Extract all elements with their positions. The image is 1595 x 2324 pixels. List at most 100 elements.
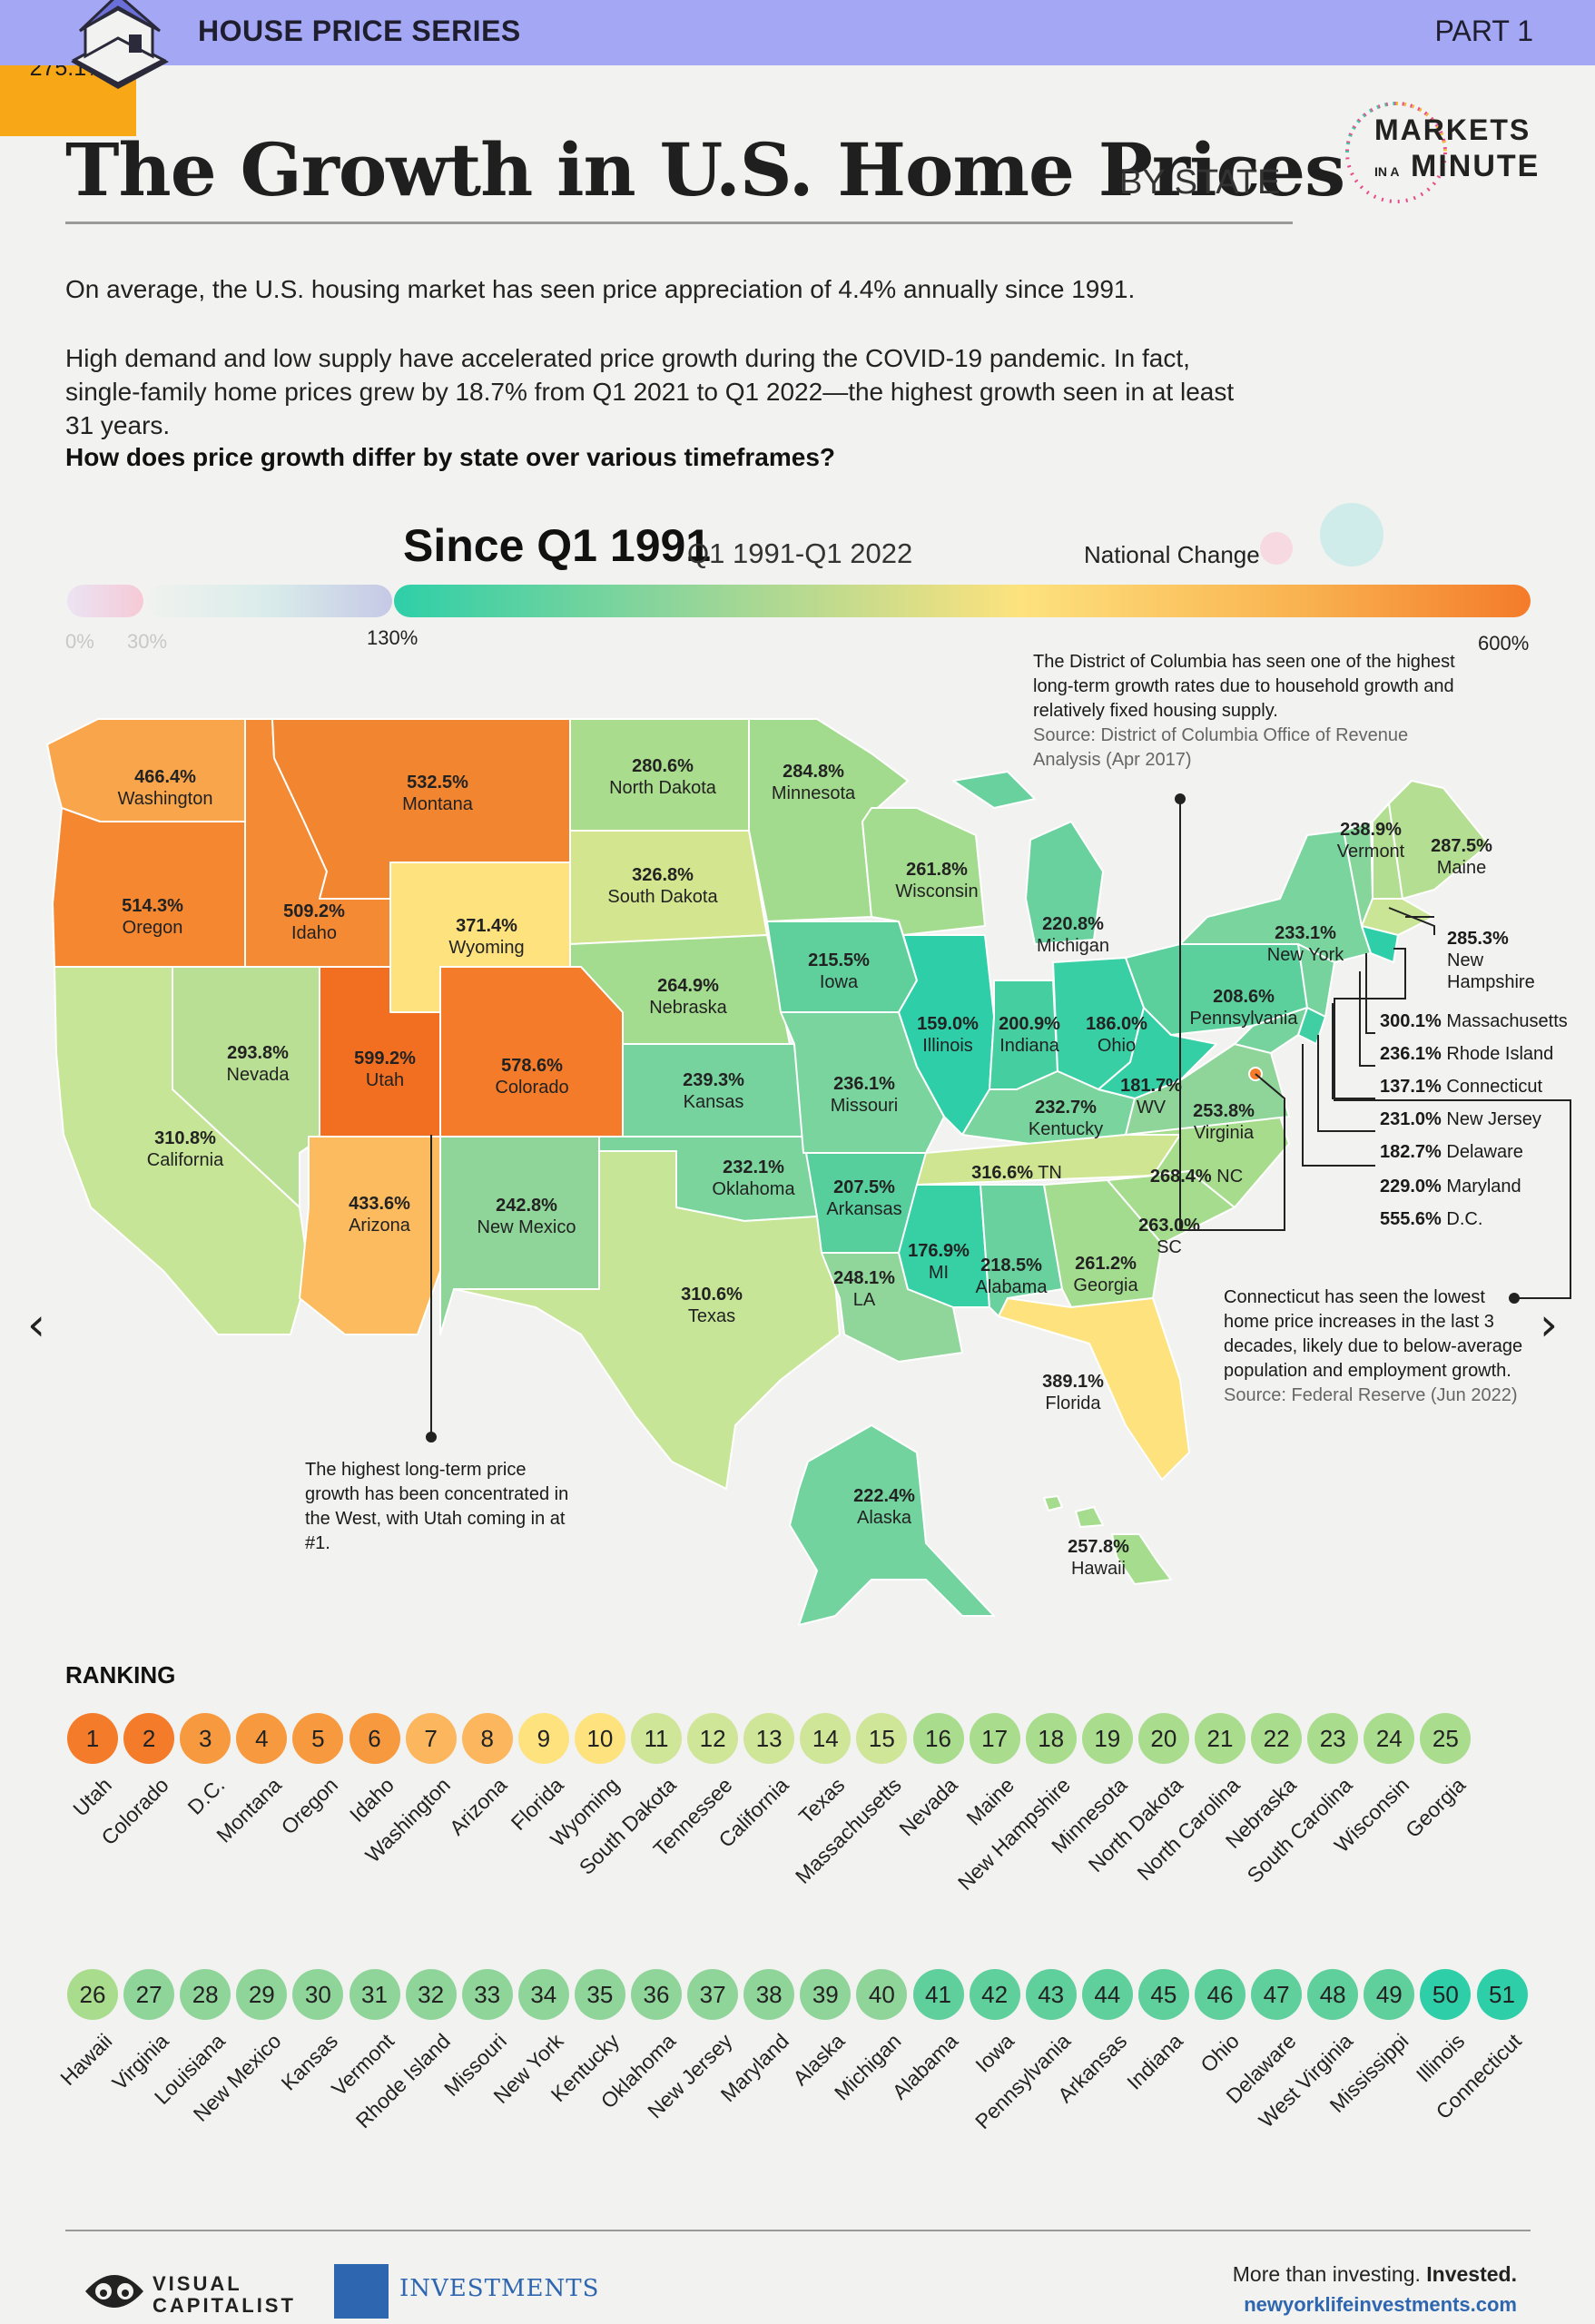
page-subtitle: BY STATE <box>1119 163 1281 202</box>
state-OR <box>52 807 246 968</box>
label-IN: 200.9% Indiana <box>999 1014 1060 1056</box>
rank-badge: 38 <box>743 1969 795 2020</box>
label-AZ: 433.6% Arizona <box>349 1194 410 1236</box>
rank-badge: 29 <box>236 1969 288 2020</box>
label-MN: 284.8% Minnesota <box>771 762 856 803</box>
rank-badge: 7 <box>405 1713 457 1764</box>
label-MS: 176.9% MI <box>908 1241 970 1283</box>
part-label: PART 1 <box>1434 15 1534 47</box>
label-TN: 316.6% TN <box>971 1163 1062 1183</box>
rank-badge: 27 <box>123 1969 175 2020</box>
rank-state-name: D.C. <box>182 1773 230 1819</box>
rank-badge: 16 <box>912 1713 964 1764</box>
brand-line2: IN A <box>1374 164 1399 179</box>
label-VA: 253.8% Virginia <box>1193 1101 1255 1143</box>
rank-badge: 45 <box>1137 1969 1189 2020</box>
state-CO <box>439 966 624 1137</box>
next-arrow-icon[interactable]: › <box>1540 1298 1558 1351</box>
west-note-dot <box>426 1432 437 1443</box>
prev-arrow-icon[interactable]: ‹ <box>27 1298 45 1351</box>
scale-30: 30% <box>127 630 168 653</box>
label-PA: 208.6% Pennsylvania <box>1189 987 1298 1029</box>
rank-badge: 11 <box>631 1713 682 1764</box>
series-label: HOUSE PRICE SERIES <box>198 15 521 47</box>
brand-line1: MARKETS <box>1374 113 1531 146</box>
rank-badge: 6 <box>349 1713 400 1764</box>
label-WA: 466.4% Washington <box>117 767 213 809</box>
bubble-small <box>1260 532 1293 565</box>
rank-badge: 1 <box>67 1713 118 1764</box>
rank-badge: 14 <box>800 1713 852 1764</box>
rank-badge: 24 <box>1364 1713 1415 1764</box>
label-MT: 532.5% Montana <box>402 773 473 814</box>
rank-badge: 43 <box>1025 1969 1077 2020</box>
rank-badge: 28 <box>180 1969 231 2020</box>
rank-state-name: Nevada <box>894 1773 962 1841</box>
ne-label: 555.6% D.C. <box>1380 1209 1483 1229</box>
rank-state-name: Iowa <box>970 2029 1019 2077</box>
label-MI: 220.8% Michigan <box>1036 914 1110 956</box>
section-question: How does price growth differ by state ov… <box>65 443 835 471</box>
rank-state-name: Oregon <box>276 1773 342 1839</box>
label-LA: 248.1% LA <box>833 1268 895 1310</box>
rank-badge: 26 <box>67 1969 118 2020</box>
label-ME: 287.5% Maine <box>1431 836 1492 878</box>
ct-note-dot <box>1509 1293 1520 1304</box>
state-CT <box>1361 925 1399 963</box>
footer-url[interactable]: newyorklifeinvestments.com <box>1244 2293 1517 2316</box>
visual-capitalist-logo-icon <box>85 2275 143 2308</box>
page-title: The Growth in U.S. Home Prices <box>65 127 1345 212</box>
rank-badge: 35 <box>574 1969 625 2020</box>
rank-badge: 31 <box>349 1969 400 2020</box>
rank-state-name: Indiana <box>1122 2029 1188 2094</box>
state-AK <box>789 1424 995 1626</box>
rank-badge: 36 <box>631 1969 682 2020</box>
dc-note-leader <box>1179 799 1285 1231</box>
label-WI: 261.8% Wisconsin <box>895 860 979 901</box>
rank-badge: 48 <box>1307 1969 1359 2020</box>
national-change-label: National Change <box>1084 541 1260 568</box>
rank-badge: 4 <box>236 1713 288 1764</box>
color-scale-bar <box>67 585 1531 617</box>
label-FL: 389.1% Florida <box>1042 1372 1104 1413</box>
rank-badge: 40 <box>856 1969 908 2020</box>
state-HI <box>1043 1495 1172 1585</box>
label-IA: 215.5% Iowa <box>808 950 870 992</box>
label-WY: 371.4% Wyoming <box>448 916 525 958</box>
ne-label: 182.7% Delaware <box>1380 1142 1523 1162</box>
label-AL: 218.5% Alabama <box>975 1256 1048 1297</box>
label-NH: 285.3% New Hampshire <box>1447 929 1535 992</box>
rank-badge: 25 <box>1420 1713 1472 1764</box>
rank-badge: 47 <box>1251 1969 1303 2020</box>
rank-badge: 13 <box>743 1713 795 1764</box>
rank-badge: 42 <box>969 1969 1020 2020</box>
ne-label: 300.1% Massachusetts <box>1380 1011 1568 1031</box>
label-KS: 239.3% Kansas <box>683 1070 744 1112</box>
footer-divider <box>65 2230 1531 2231</box>
label-OK: 232.1% Oklahoma <box>712 1157 795 1199</box>
rank-badge: 2 <box>123 1713 175 1764</box>
rank-badge: 50 <box>1420 1969 1472 2020</box>
state-FL <box>998 1297 1190 1481</box>
rank-badge: 44 <box>1081 1969 1133 2020</box>
nyl-investments-logo: INVESTMENTS <box>399 2275 600 2302</box>
rank-badge: 5 <box>292 1713 344 1764</box>
rank-badge: 3 <box>180 1713 231 1764</box>
state-MI <box>952 771 1104 945</box>
ne-leader-ma <box>1388 907 1435 935</box>
dc-note-dot <box>1175 793 1186 804</box>
rank-badge: 12 <box>687 1713 739 1764</box>
rank-badge: 19 <box>1081 1713 1133 1764</box>
scale-600: 600% <box>1478 632 1530 655</box>
ne-label: 231.0% New Jersey <box>1380 1109 1541 1129</box>
label-NM: 242.8% New Mexico <box>477 1196 576 1237</box>
state-TX <box>453 1150 841 1490</box>
rank-badge: 17 <box>969 1713 1020 1764</box>
footer-tagline: More than investing. Invested. <box>1232 2262 1517 2286</box>
state-NC <box>1107 1116 1290 1208</box>
us-choropleth-map <box>46 718 1571 1626</box>
label-NC: 268.4% NC <box>1149 1167 1244 1187</box>
rank-badge: 18 <box>1025 1713 1077 1764</box>
rank-badge: 22 <box>1251 1713 1303 1764</box>
label-CA: 310.8% California <box>146 1128 224 1170</box>
